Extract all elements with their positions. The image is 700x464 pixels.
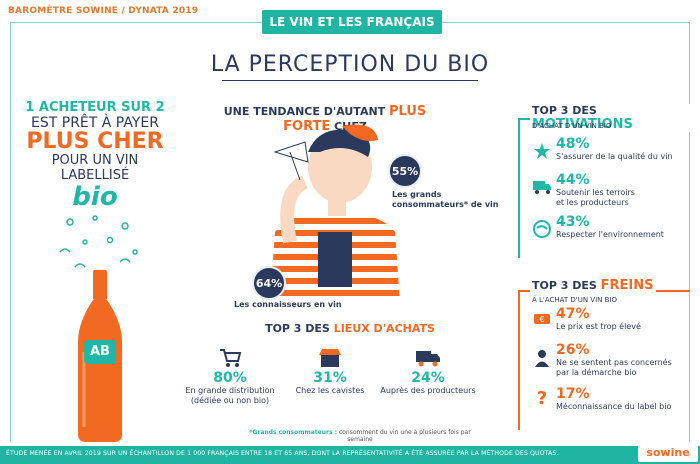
earth-icon xyxy=(528,214,556,240)
ab-label: AB xyxy=(84,340,116,364)
person-icon xyxy=(528,342,556,378)
claim-line3: PLUS CHER xyxy=(26,129,164,154)
frein-pct: 17% xyxy=(556,386,590,402)
lieu-pct: 24% xyxy=(411,370,445,386)
study-note: ÉTUDE MENÉE EN AVRIL 2019 SUR UN ÉCHANTI… xyxy=(6,450,559,457)
motivations-title: TOP 3 DES MOTIVATIONS xyxy=(530,104,700,132)
frein-item: ? 17% Méconnaissance du label bio xyxy=(528,386,688,412)
price-tag-icon: € xyxy=(528,306,556,332)
wine-drinker-illustration xyxy=(270,124,400,302)
frame-left xyxy=(10,22,11,442)
lieux-pre: TOP 3 DES xyxy=(265,322,334,335)
shop-icon xyxy=(280,346,380,368)
page-title: LA PERCEPTION DU BIO xyxy=(210,52,490,77)
bubbles-icon xyxy=(59,215,138,268)
header-tag: LE VIN ET LES FRANÇAIS xyxy=(262,10,442,34)
motivation-text: Respecter l'environnement xyxy=(556,230,664,239)
truck-icon xyxy=(528,172,556,208)
motivation-text: S'assurer de la qualité du vin xyxy=(556,152,673,161)
wine-bottle-illustration xyxy=(59,215,138,442)
lieu-text: Chez les cavistes xyxy=(295,386,365,395)
frein-text-2: par la démarche bio xyxy=(556,368,637,377)
motivations-subtitle: D'ACHAT D'UN VIN BIO xyxy=(532,122,612,130)
frame-right xyxy=(689,22,690,442)
lieu-item: 24% Auprès des producteurs xyxy=(378,346,478,396)
bottom-bar xyxy=(0,446,700,464)
motivation-pct: 44% xyxy=(556,172,590,188)
shopping-cart-icon xyxy=(180,346,280,368)
freins-title: TOP 3 DES FREINS xyxy=(530,278,656,293)
lieu-pct: 31% xyxy=(313,370,347,386)
motivations-pre: TOP 3 DES xyxy=(532,104,597,117)
motivation-text-2: et les producteurs xyxy=(556,198,629,207)
frein-text: Ne se sentent pas concernés xyxy=(556,358,672,367)
frein-text: Méconnaissance du label bio xyxy=(556,402,672,411)
frein-pct: 47% xyxy=(556,306,590,322)
lieu-pct: 80% xyxy=(213,370,247,386)
question-icon: ? xyxy=(536,388,548,409)
trend-highlight: PLUS FORTE xyxy=(283,104,427,134)
lieux-title: TOP 3 DES LIEUX D'ACHATS xyxy=(230,322,470,335)
price-claim: 1 ACHETEUR SUR 2 EST PRÊT À PAYER PLUS C… xyxy=(20,100,170,212)
motivation-item: 48% S'assurer de la qualité du vin xyxy=(528,136,688,162)
lieu-item: 80% En grande distribution (dédiée ou no… xyxy=(180,346,280,406)
header-source: BAROMÈTRE SOWINE / DYNATA 2019 xyxy=(8,6,199,16)
freins-pre: TOP 3 DES xyxy=(532,279,601,292)
motivation-pct: 43% xyxy=(556,214,590,230)
trend-pre: UNE TENDANCE D'AUTANT xyxy=(223,105,389,118)
stat-55-label-b: consommateurs* de vin xyxy=(392,200,499,209)
stat-64-label: Les connaisseurs en vin xyxy=(234,300,342,309)
footnote: *Grands consommateurs : consomment du vi… xyxy=(240,429,480,443)
lieu-text: Auprès des producteurs xyxy=(380,386,476,395)
freins-subtitle: À L'ACHAT D'UN VIN BIO xyxy=(532,296,617,304)
stat-55-label: Les grands consommateurs* de vin xyxy=(392,190,502,210)
claim-line2: EST PRÊT À PAYER xyxy=(31,115,159,131)
star-icon xyxy=(528,136,556,162)
svg-text:€: € xyxy=(539,315,544,324)
freins-highlight: FREINS xyxy=(600,278,654,293)
stat-55-badge: 55% xyxy=(388,154,422,188)
footnote-text: consomment du vin une à plusieurs fois p… xyxy=(337,429,471,443)
delivery-truck-icon xyxy=(378,346,478,368)
frein-text: Le prix est trop élevé xyxy=(556,322,641,331)
claim-line1: 1 ACHETEUR SUR 2 xyxy=(25,100,165,115)
motivation-pct: 48% xyxy=(556,136,590,152)
frein-item: 26% Ne se sentent pas concernés par la d… xyxy=(528,342,688,378)
title-underline xyxy=(222,80,478,81)
sowine-logo: sowine xyxy=(638,444,698,462)
stat-64-badge: 64% xyxy=(252,266,286,300)
claim-line4: POUR UN VIN LABELLISÉ xyxy=(51,153,139,183)
lieux-highlight: LIEUX D'ACHATS xyxy=(333,322,435,335)
lieu-text-2: (dédiée ou non bio) xyxy=(190,396,270,405)
stat-55-label-a: Les grands xyxy=(392,190,442,199)
lieu-text: En grande distribution xyxy=(185,386,275,395)
frein-pct: 26% xyxy=(556,342,590,358)
footnote-bold: *Grands consommateurs : xyxy=(249,429,338,436)
motivation-item: 43% Respecter l'environnement xyxy=(528,214,688,240)
motivation-text: Soutenir les terroirs xyxy=(556,188,635,197)
lieu-item: 31% Chez les cavistes xyxy=(280,346,380,396)
frein-item: € 47% Le prix est trop élevé xyxy=(528,306,688,332)
motivation-item: 44% Soutenir les terroirs et les product… xyxy=(528,172,688,208)
motivations-highlight: MOTIVATIONS xyxy=(532,117,633,132)
claim-line5: bio xyxy=(72,182,118,212)
